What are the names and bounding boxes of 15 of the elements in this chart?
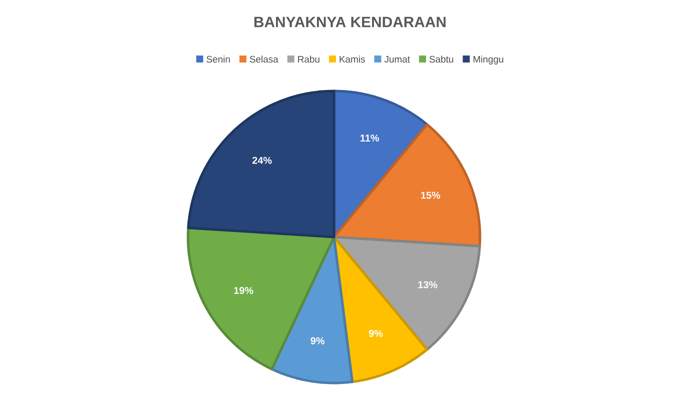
legend-label: Kamis xyxy=(340,56,365,63)
legend-label: Selasa xyxy=(250,56,278,63)
data-label: 9% xyxy=(310,337,324,344)
legend-label: Senin xyxy=(206,56,230,63)
data-label: 9% xyxy=(368,330,383,337)
legend-label: Jumat xyxy=(384,56,410,63)
legend-label: Rabu xyxy=(298,56,320,63)
legend-label: Sabtu xyxy=(429,56,454,63)
data-label: 19% xyxy=(234,286,254,294)
chart-title: BANYAKNYA KENDARAAN xyxy=(254,16,446,28)
data-label: 15% xyxy=(421,192,440,199)
data-label: 11% xyxy=(360,134,380,142)
legend-label: Minggu xyxy=(474,56,504,64)
data-label: 13% xyxy=(418,281,438,288)
data-label: 24% xyxy=(252,156,272,164)
